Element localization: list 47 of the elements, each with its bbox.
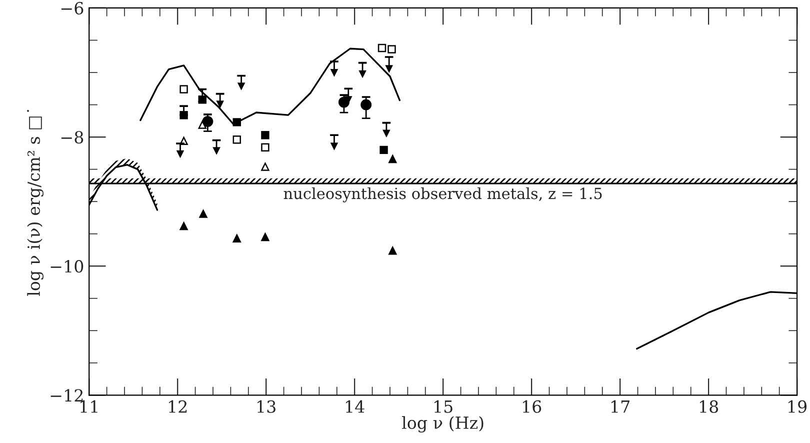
point [261,162,270,171]
x-tick-label: 12 [169,400,187,413]
point [232,234,241,242]
point [176,150,184,158]
point [388,154,397,164]
x-tick-label: 14 [346,400,364,413]
point [380,146,388,154]
x-tick-label: 18 [700,400,718,413]
x-tick-label: 19 [788,400,807,413]
y-axis-title: log ν i(ν) erg/cm² s □˙ [27,110,44,296]
point [180,222,188,230]
point [198,96,206,104]
point [261,232,270,242]
y-tick-label: −12 [50,389,83,402]
y-tick-label: −6 [61,2,84,15]
point [261,131,270,140]
point [330,69,338,76]
point [180,110,188,120]
point [198,120,206,129]
y-tick-label: −10 [50,260,84,273]
point [232,118,241,126]
point [180,85,188,94]
x-tick-label: 11 [80,400,98,413]
point [359,70,366,78]
point [232,136,241,144]
point [382,130,390,137]
point [344,96,352,104]
line-series [140,48,401,125]
point [388,45,396,54]
point [388,246,397,255]
point [202,116,214,128]
point [199,210,208,218]
y-tick-label: −8 [61,130,84,144]
x-tick-label: 16 [522,400,542,413]
x-axis-title: log ν (Hz) [402,416,484,433]
point [386,65,393,72]
x-tick-label: 17 [611,400,630,413]
point [261,143,270,152]
point [360,99,372,110]
point [330,142,338,150]
point [238,82,245,90]
point [213,147,220,154]
annotation: nucleosynthesis observed metals, z = 1.5 [284,187,602,202]
point [378,44,386,52]
x-tick-label: 15 [434,400,452,413]
point [216,100,224,108]
x-tick-label: 13 [258,400,276,413]
